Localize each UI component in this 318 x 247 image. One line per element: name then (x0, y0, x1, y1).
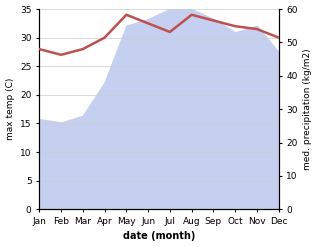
Y-axis label: max temp (C): max temp (C) (5, 78, 15, 140)
Y-axis label: med. precipitation (kg/m2): med. precipitation (kg/m2) (303, 48, 313, 170)
X-axis label: date (month): date (month) (123, 231, 195, 242)
